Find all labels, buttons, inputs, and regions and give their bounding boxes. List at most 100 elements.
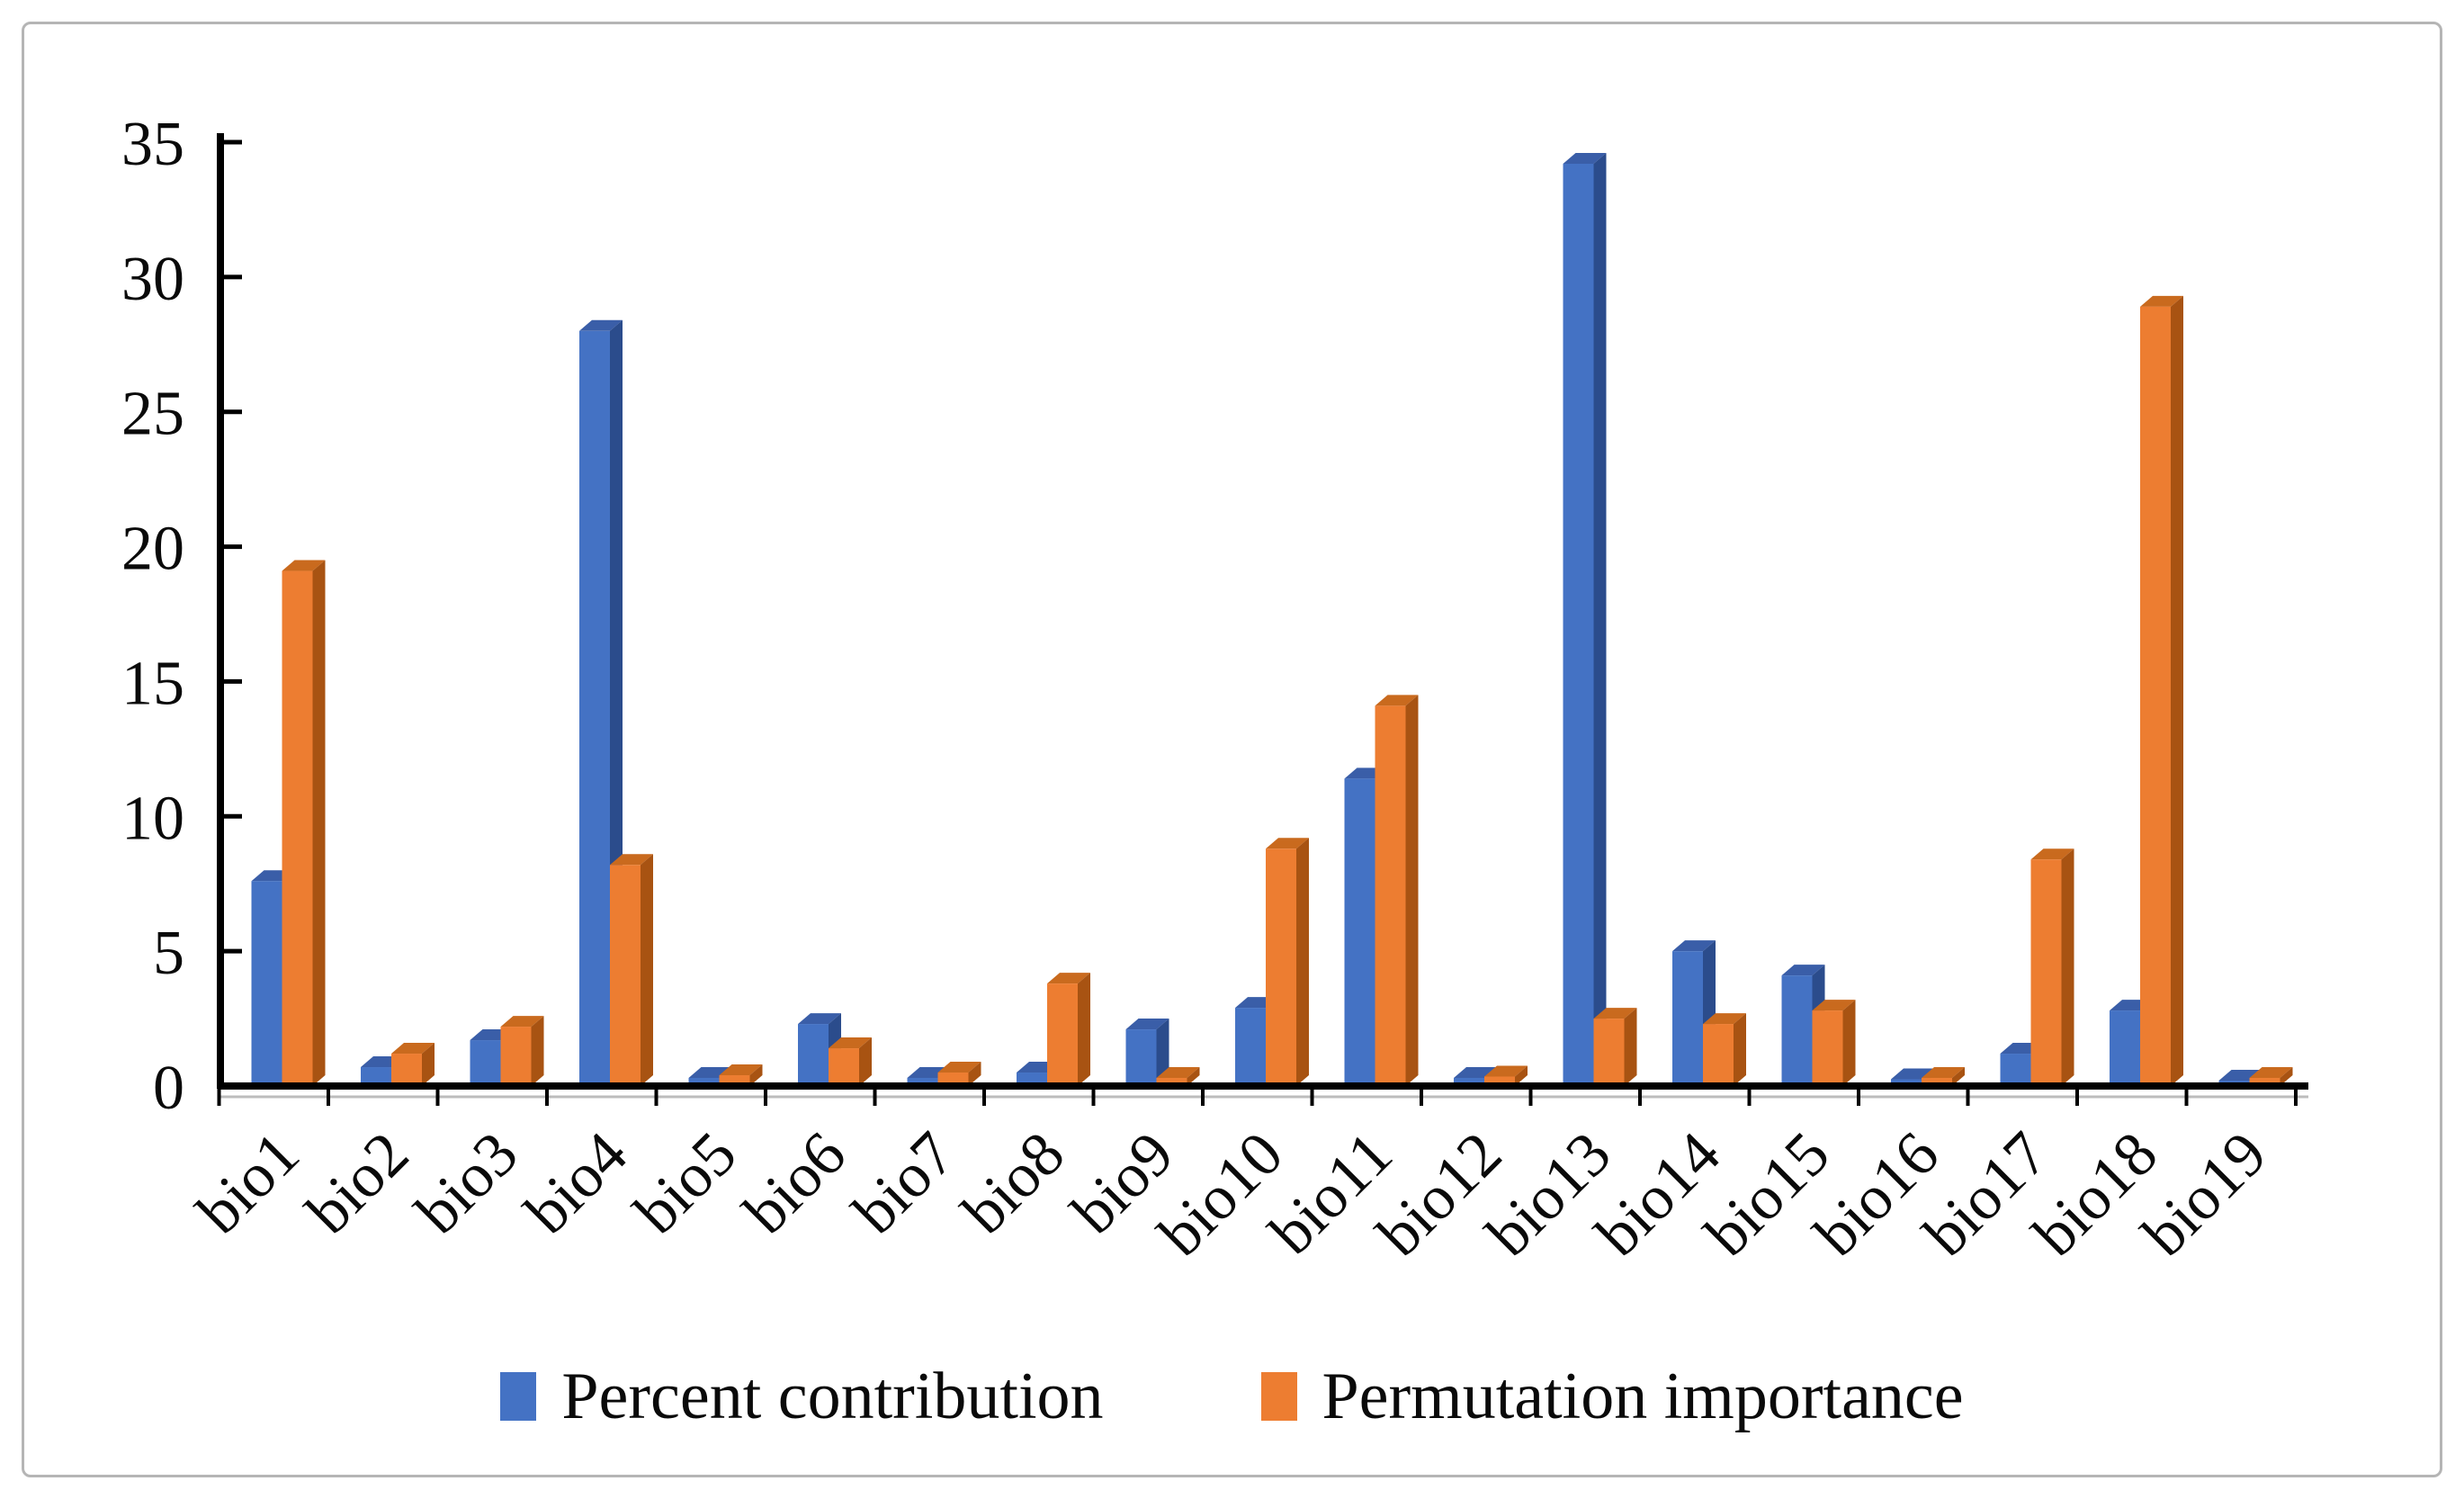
x-label-bio12: bio12 (1365, 1119, 1515, 1270)
bars (251, 152, 2293, 1087)
bar-bio6-permutation-importance (829, 1037, 872, 1086)
bar-top-face (798, 1013, 841, 1025)
y-tick-label-25: 25 (121, 380, 184, 449)
bar-front-face (1344, 778, 1375, 1086)
bar-front-face (1156, 1078, 1187, 1086)
bar-top-face (2249, 1067, 2293, 1079)
bar-bio9-percent-contribution (1125, 1019, 1169, 1086)
x-label-bio2: bio2 (294, 1119, 422, 1247)
bar-side-face (2280, 1067, 2293, 1086)
x-label-bio14: bio14 (1583, 1119, 1734, 1270)
bar-side-face (968, 1062, 981, 1086)
bar-top-face (2030, 848, 2074, 860)
legend-swatch-percent-contribution (500, 1372, 537, 1421)
axes: 0 5 10 15 20 25 30 35 (121, 110, 2308, 1123)
bar-bio19-permutation-importance (2249, 1067, 2293, 1086)
bar-top-face (1593, 1008, 1637, 1019)
bar-bio10-permutation-importance (1266, 838, 1309, 1086)
bar-bio13-percent-contribution (1563, 152, 1607, 1086)
x-label-bio15: bio15 (1692, 1119, 1842, 1270)
x-label-bio17: bio17 (1911, 1119, 2061, 1270)
bar-top-face (1047, 973, 1090, 984)
bar-front-face (688, 1078, 720, 1086)
bar-bio16-permutation-importance (1922, 1067, 1965, 1086)
bar-side-face (749, 1064, 763, 1086)
bar-side-face (312, 560, 326, 1086)
bar-top-face (1563, 152, 1607, 164)
bar-top-face (1266, 838, 1309, 849)
bar-front-face (2030, 859, 2062, 1086)
bar-top-face (282, 560, 326, 571)
bar-front-face (391, 1054, 422, 1086)
bar-side-face (1078, 973, 1090, 1086)
bar-bio5-permutation-importance (719, 1064, 763, 1086)
bar-front-face (610, 865, 641, 1086)
bar-top-face (1812, 1000, 1856, 1011)
y-tick-label-35: 35 (121, 110, 184, 179)
bar-side-face (1734, 1013, 1746, 1086)
bar-front-face (1454, 1078, 1484, 1086)
bar-bio3-permutation-importance (500, 1016, 544, 1086)
legend-label-percent-contribution: Percent contribution (561, 1359, 1104, 1433)
bar-top-face (937, 1062, 981, 1073)
bar-top-face (1922, 1067, 1965, 1079)
y-tick-label-10: 10 (121, 784, 184, 853)
bar-bio17-permutation-importance (2030, 848, 2074, 1086)
bar-front-face (829, 1048, 859, 1086)
bar-side-face (1593, 152, 1607, 1086)
legend: Percent contribution Permutation importa… (0, 1342, 2464, 1450)
bar-side-face (1296, 838, 1309, 1086)
bar-side-face (1952, 1067, 1965, 1086)
bar-bio2-permutation-importance (391, 1043, 435, 1086)
bar-front-face (470, 1040, 501, 1086)
x-label-bio7: bio7 (840, 1119, 968, 1247)
x-label-bio6: bio6 (731, 1119, 859, 1247)
bar-front-face (1672, 951, 1703, 1086)
bar-bio4-permutation-importance (610, 854, 653, 1086)
bar-top-face (2140, 295, 2183, 307)
bar-side-face (1156, 1019, 1169, 1086)
bar-bio18-permutation-importance (2140, 295, 2183, 1087)
y-tick-label-0: 0 (153, 1054, 184, 1123)
bar-side-face (422, 1043, 435, 1086)
bar-front-face (1266, 848, 1296, 1086)
x-label-bio1: bio1 (184, 1119, 312, 1247)
bar-front-face (1703, 1024, 1734, 1086)
bar-side-face (1624, 1008, 1637, 1086)
legend-item-percent-contribution: Percent contribution (500, 1359, 1104, 1435)
bar-top-face (610, 854, 653, 866)
bar-front-face (2110, 1010, 2140, 1086)
bar-top-face (829, 1037, 872, 1049)
bar-side-face (2171, 295, 2183, 1087)
bar-front-face (1593, 1019, 1625, 1086)
bar-top-face (1484, 1065, 1528, 1077)
x-label-bio5: bio5 (622, 1119, 749, 1247)
bar-side-face (1187, 1067, 1200, 1086)
bar-front-face (1812, 1010, 1843, 1086)
legend-swatch-permutation-importance (1260, 1372, 1297, 1421)
bar-front-face (1781, 975, 1813, 1086)
y-tick-label-5: 5 (153, 919, 184, 988)
bar-top-face (1703, 1013, 1746, 1025)
bar-side-face (1515, 1065, 1528, 1086)
bar-top-face (579, 319, 623, 331)
x-label-bio13: bio13 (1474, 1119, 1624, 1270)
x-label-bio11: bio11 (1257, 1119, 1405, 1268)
bar-side-face (531, 1016, 544, 1086)
bar-bio9-permutation-importance (1156, 1067, 1200, 1086)
bar-top-face (500, 1016, 544, 1028)
bar-front-face (500, 1027, 532, 1086)
bar-front-face (907, 1078, 938, 1086)
bar-bio1-permutation-importance (282, 560, 326, 1086)
bar-side-face (859, 1037, 872, 1086)
x-label-bio8: bio8 (950, 1119, 1078, 1247)
bar-front-face (1484, 1076, 1515, 1086)
x-label-bio18: bio18 (2020, 1119, 2171, 1270)
legend-item-permutation-importance: Permutation importance (1260, 1359, 1964, 1435)
bar-front-face (2249, 1078, 2280, 1086)
bar-front-face (1047, 983, 1078, 1086)
x-label-bio3: bio3 (403, 1119, 531, 1247)
bar-bio8-permutation-importance (1047, 973, 1090, 1086)
bar-top-face (1781, 965, 1825, 976)
